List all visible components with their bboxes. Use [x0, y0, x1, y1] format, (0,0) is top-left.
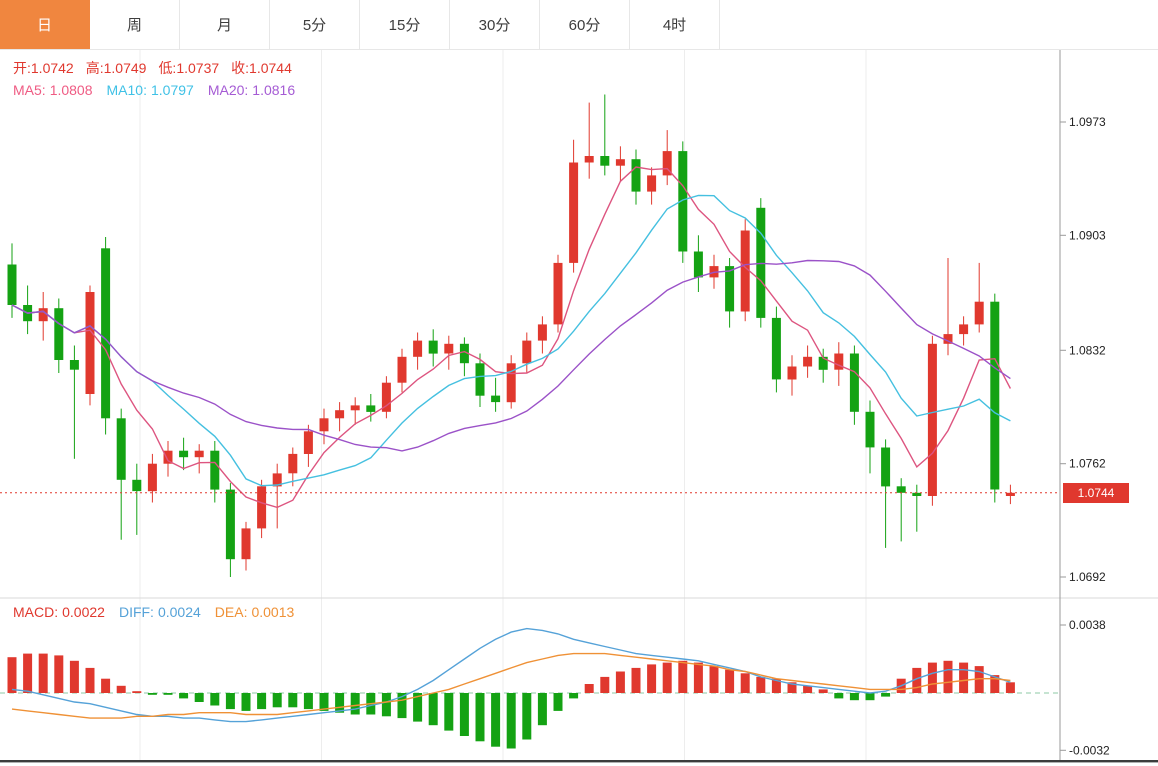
- svg-text:1.0973: 1.0973: [1069, 115, 1106, 129]
- chart-panel: 1.0973 1.0903 1.0832 1.0762 1.0692 0.0038 -0.0…: [0, 50, 1158, 766]
- close-value: 1.0744: [249, 60, 292, 76]
- tab-week[interactable]: 周: [90, 0, 180, 49]
- timeframe-tabs: 日 周 月 5分 15分 30分 60分 4时: [0, 0, 1158, 50]
- dea-value-legend: DEA: 0.0013: [215, 604, 295, 620]
- ma5-label: MA5:: [13, 82, 46, 98]
- low-value: 1.0737: [176, 60, 220, 76]
- macd-value-legend: MACD: 0.0022: [13, 604, 105, 620]
- ma10-legend: MA10: 1.0797: [107, 82, 194, 98]
- dea-value: 0.0013: [251, 604, 295, 620]
- high-label: 高:: [85, 60, 104, 76]
- open-pair: 开:1.0742: [13, 58, 74, 78]
- svg-text:0.0038: 0.0038: [1069, 618, 1106, 632]
- macd-value: 0.0022: [62, 604, 105, 620]
- diff-label: DIFF:: [118, 604, 154, 620]
- ma5-value: 1.0808: [49, 82, 93, 98]
- svg-text:1.0832: 1.0832: [1069, 343, 1106, 357]
- current-price-badge: 1.0744: [1063, 483, 1129, 503]
- macd-label: MACD:: [13, 604, 59, 620]
- dea-label: DEA:: [214, 604, 248, 620]
- open-value: 1.0742: [30, 60, 74, 76]
- tab-15min[interactable]: 15分: [360, 0, 450, 49]
- tab-day[interactable]: 日: [0, 0, 90, 49]
- ma20-label: MA20:: [207, 82, 249, 98]
- svg-text:1.0762: 1.0762: [1069, 457, 1106, 471]
- ma10-label: MA10:: [106, 82, 147, 98]
- ohlc-readout: 开:1.0742 高:1.0749 低:1.0737 收:1.0744: [13, 58, 304, 78]
- ma-legend: MA5: 1.0808 MA10: 1.0797 MA20: 1.0816: [13, 82, 309, 98]
- svg-text:-0.0032: -0.0032: [1069, 743, 1110, 757]
- high-value: 1.0749: [103, 60, 147, 76]
- ma5-legend: MA5: 1.0808: [13, 82, 93, 98]
- ma20-legend: MA20: 1.0816: [208, 82, 295, 98]
- svg-text:1.0903: 1.0903: [1069, 228, 1106, 242]
- tab-5min[interactable]: 5分: [270, 0, 360, 49]
- ma10-value: 1.0797: [150, 82, 194, 98]
- close-pair: 收:1.0744: [231, 58, 292, 78]
- high-pair: 高:1.0749: [86, 58, 147, 78]
- tab-4hour[interactable]: 4时: [630, 0, 720, 49]
- macd-legend: MACD: 0.0022 DIFF: 0.0024 DEA: 0.0013: [13, 604, 308, 620]
- diff-value: 0.0024: [157, 604, 201, 620]
- tab-30min[interactable]: 30分: [450, 0, 540, 49]
- close-label: 收:: [231, 60, 250, 76]
- low-label: 低:: [158, 60, 177, 76]
- price-macd-chart[interactable]: 1.0973 1.0903 1.0832 1.0762 1.0692 0.0038 -0.0…: [0, 50, 1158, 766]
- svg-text:1.0692: 1.0692: [1069, 570, 1106, 584]
- tab-60min[interactable]: 60分: [540, 0, 630, 49]
- tab-month[interactable]: 月: [180, 0, 270, 49]
- open-label: 开:: [13, 60, 31, 76]
- low-pair: 低:1.0737: [158, 58, 219, 78]
- ma20-value: 1.0816: [252, 82, 296, 98]
- diff-value-legend: DIFF: 0.0024: [119, 604, 201, 620]
